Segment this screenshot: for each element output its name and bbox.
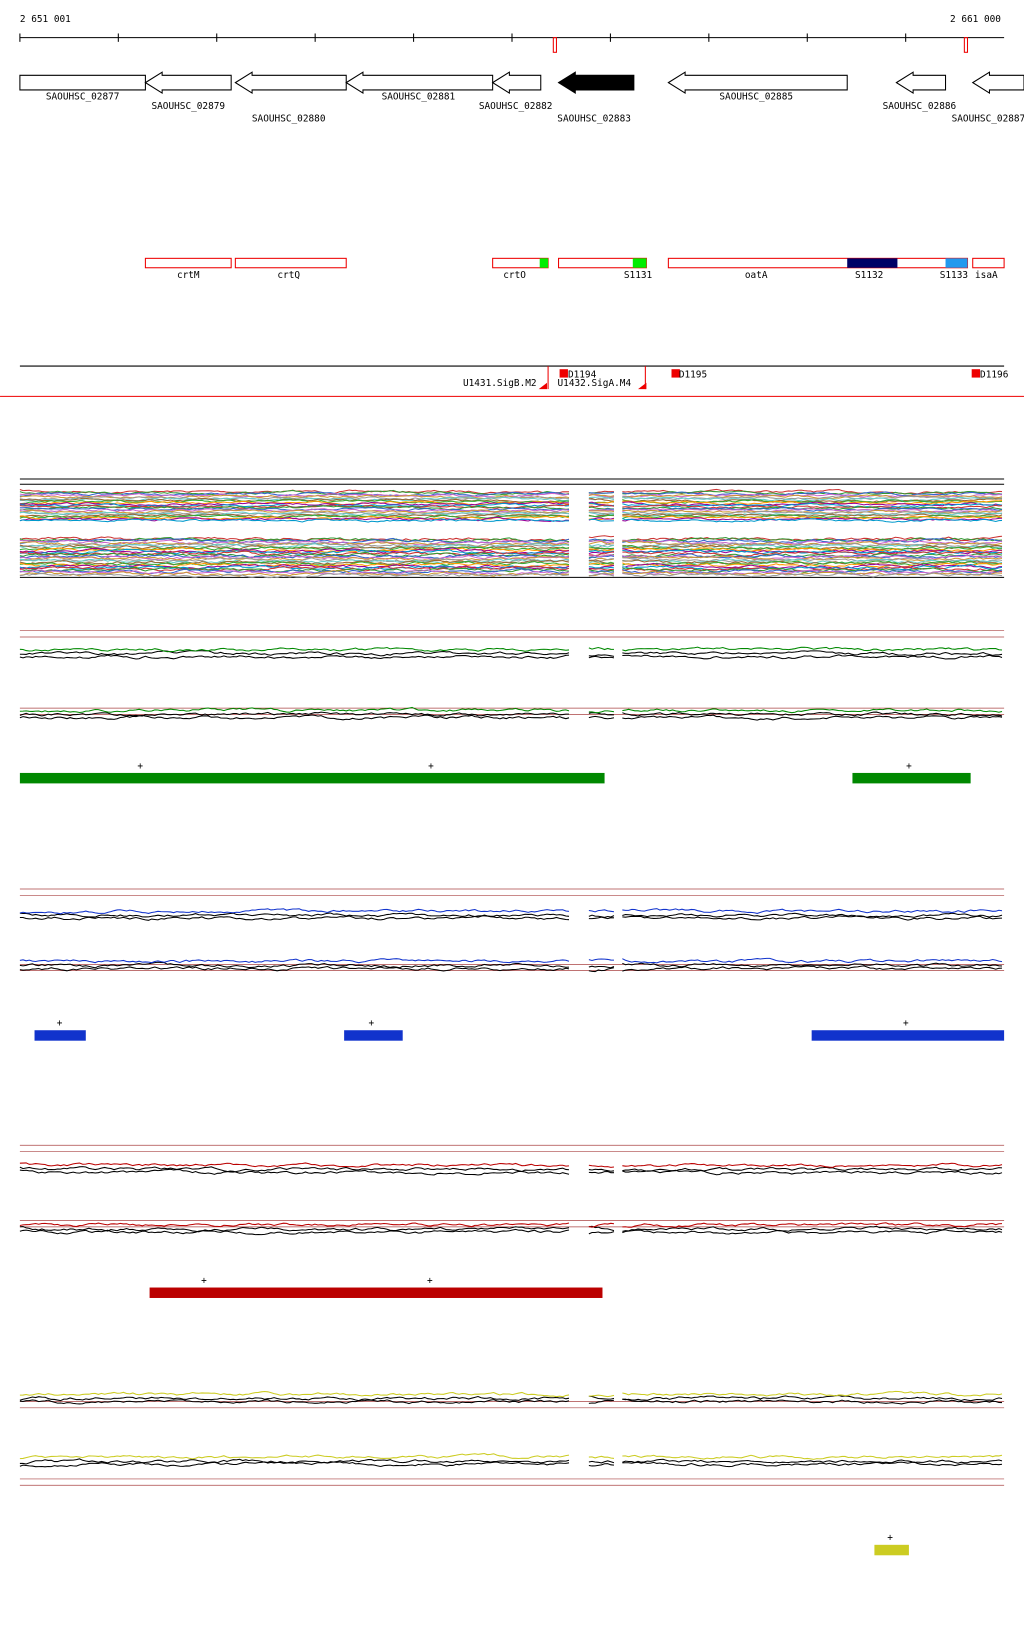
- trace: [19, 706, 1003, 714]
- gene-arrow: [144, 71, 232, 95]
- strand-mark: +: [903, 1018, 909, 1029]
- trace: [19, 714, 1003, 721]
- trace: [19, 957, 1003, 964]
- strand-mark: +: [57, 1018, 63, 1029]
- strand-mark: +: [368, 1018, 374, 1029]
- gene-arrow: [491, 71, 542, 95]
- feature-label: oatA: [745, 270, 768, 281]
- strand-mark: +: [137, 761, 143, 772]
- strand-mark: +: [428, 761, 434, 772]
- trace: [19, 965, 1003, 973]
- strand-mark: +: [427, 1275, 433, 1286]
- trace: [19, 650, 1003, 657]
- trace: [19, 711, 1003, 717]
- trace: [19, 915, 1003, 921]
- terminator-mark: [559, 369, 568, 378]
- trace: [19, 1228, 1003, 1236]
- gene-arrow: [667, 71, 848, 95]
- terminator-label: D1194: [568, 370, 597, 381]
- track-bar: [19, 772, 605, 784]
- feature-box: [144, 257, 232, 269]
- feature-block: [632, 258, 647, 268]
- track-bar: [344, 1030, 403, 1041]
- trace: [19, 1452, 1003, 1460]
- promoter-label: U1432.SigA.M4: [557, 378, 631, 389]
- gene-arrow: [345, 71, 494, 95]
- gene-label: SAOUHSC_02881: [382, 91, 456, 102]
- track-bar: [852, 772, 971, 784]
- ruler-end: 2 661 000: [950, 14, 1001, 25]
- trace: [19, 654, 1003, 660]
- trace: [19, 554, 1003, 561]
- track-bar: [34, 1030, 86, 1041]
- ruler-mark: [963, 37, 969, 53]
- gene-label: SAOUHSC_02886: [883, 101, 957, 112]
- trace: [19, 511, 1003, 517]
- gene-label: SAOUHSC_02885: [719, 91, 793, 102]
- terminator-label: D1196: [980, 370, 1009, 381]
- trace: [19, 1461, 1003, 1468]
- gene-label: SAOUHSC_02877: [46, 91, 120, 102]
- trace: [19, 1398, 1003, 1405]
- gene-arrow: [971, 71, 1024, 95]
- feature-block: [847, 258, 898, 268]
- track-bar: [874, 1544, 909, 1556]
- feature-block: [945, 258, 968, 268]
- trace: [19, 572, 1003, 579]
- terminator-mark: [971, 369, 981, 378]
- feature-box: [234, 257, 347, 269]
- track-bar: [149, 1287, 603, 1298]
- feature-label: S1131: [624, 270, 653, 281]
- strand-mark: +: [887, 1533, 893, 1544]
- trace: [19, 646, 1003, 653]
- trace: [19, 1166, 1003, 1173]
- feature-label: crtQ: [277, 270, 300, 281]
- ruler-mark: [552, 37, 557, 53]
- gene-arrow: [557, 71, 635, 95]
- gene-label: SAOUHSC_02879: [151, 101, 225, 112]
- strand-mark: +: [906, 761, 912, 772]
- gene-label: SAOUHSC_02880: [252, 113, 326, 124]
- feature-box: [972, 257, 1005, 269]
- trace: [19, 1222, 1003, 1228]
- feature-label: crtM: [177, 270, 200, 281]
- feature-label: crtO: [503, 270, 526, 281]
- strand-mark: +: [201, 1275, 207, 1286]
- feature-label: S1133: [940, 270, 968, 281]
- promoter-label: U1431.SigB.M2: [463, 378, 537, 389]
- feature-label: isaA: [975, 270, 998, 281]
- trace: [19, 961, 1003, 969]
- terminator-label: D1195: [679, 370, 707, 381]
- trace: [19, 1162, 1003, 1168]
- ruler-start: 2 651 001: [20, 14, 71, 25]
- feature-box: [667, 257, 969, 269]
- trace: [19, 1394, 1003, 1402]
- trace: [19, 493, 1003, 500]
- gene-arrow: [19, 74, 146, 91]
- terminator-mark: [671, 369, 680, 378]
- track-bar: [811, 1030, 1005, 1041]
- trace: [19, 1168, 1003, 1176]
- gene-label: SAOUHSC_02882: [479, 101, 553, 112]
- promoter-mark: [538, 382, 548, 390]
- trace: [19, 908, 1003, 915]
- gene-arrow: [895, 71, 947, 95]
- gene-arrow: [234, 71, 347, 95]
- feature-label: S1132: [855, 270, 883, 281]
- trace: [19, 1390, 1003, 1398]
- gene-label: SAOUHSC_02883: [557, 113, 631, 124]
- feature-block: [539, 258, 549, 268]
- trace: [19, 514, 1003, 519]
- gene-label: SAOUHSC_02887: [952, 113, 1024, 124]
- trace: [19, 518, 1003, 523]
